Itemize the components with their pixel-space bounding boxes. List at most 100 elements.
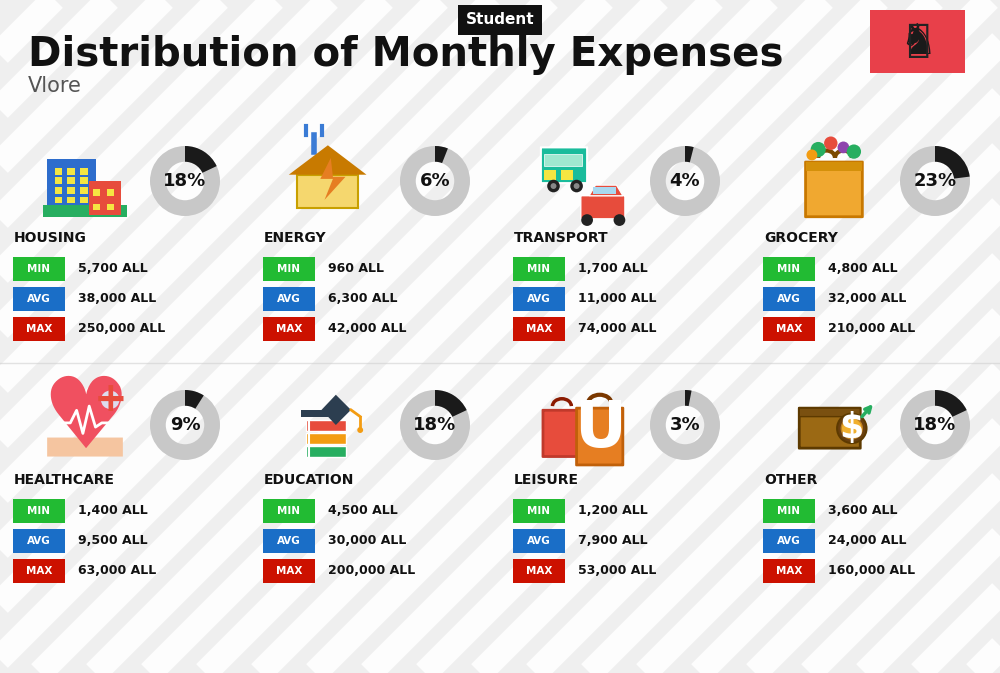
Text: 1,400 ALL: 1,400 ALL	[78, 505, 148, 518]
Text: AVG: AVG	[777, 294, 801, 304]
Text: MIN: MIN	[778, 506, 800, 516]
Text: MIN: MIN	[278, 264, 300, 274]
Text: TRANSPORT: TRANSPORT	[514, 231, 609, 245]
Text: 18%: 18%	[163, 172, 207, 190]
Text: LEISURE: LEISURE	[514, 473, 579, 487]
FancyBboxPatch shape	[93, 189, 100, 196]
FancyBboxPatch shape	[544, 153, 582, 166]
FancyBboxPatch shape	[80, 177, 88, 184]
FancyBboxPatch shape	[107, 204, 114, 211]
Circle shape	[574, 183, 580, 189]
FancyBboxPatch shape	[799, 408, 860, 448]
Circle shape	[357, 427, 363, 433]
Polygon shape	[589, 185, 623, 196]
FancyBboxPatch shape	[89, 181, 121, 215]
Text: 18%: 18%	[913, 416, 957, 434]
FancyBboxPatch shape	[80, 197, 88, 203]
FancyBboxPatch shape	[799, 408, 860, 417]
FancyBboxPatch shape	[806, 162, 862, 217]
Polygon shape	[289, 145, 366, 175]
Text: 11,000 ALL: 11,000 ALL	[578, 293, 656, 306]
Circle shape	[841, 418, 862, 439]
FancyBboxPatch shape	[301, 410, 343, 417]
FancyBboxPatch shape	[107, 189, 114, 196]
Text: $: $	[840, 411, 864, 446]
Text: 63,000 ALL: 63,000 ALL	[78, 565, 156, 577]
FancyBboxPatch shape	[67, 168, 75, 175]
FancyBboxPatch shape	[67, 197, 75, 203]
Text: ♥: ♥	[41, 372, 129, 469]
Text: 30,000 ALL: 30,000 ALL	[328, 534, 406, 548]
FancyBboxPatch shape	[763, 317, 815, 341]
FancyBboxPatch shape	[93, 204, 100, 211]
Text: 250,000 ALL: 250,000 ALL	[78, 322, 165, 336]
Text: 200,000 ALL: 200,000 ALL	[328, 565, 415, 577]
Text: 7,900 ALL: 7,900 ALL	[578, 534, 648, 548]
Text: HOUSING: HOUSING	[14, 231, 87, 245]
Circle shape	[838, 141, 849, 153]
Circle shape	[101, 390, 119, 409]
FancyBboxPatch shape	[806, 162, 862, 170]
Text: AVG: AVG	[277, 536, 301, 546]
FancyBboxPatch shape	[513, 529, 565, 553]
Polygon shape	[297, 175, 358, 209]
FancyBboxPatch shape	[263, 317, 315, 341]
Text: ENERGY: ENERGY	[264, 231, 327, 245]
FancyBboxPatch shape	[43, 205, 127, 217]
Text: U: U	[574, 398, 626, 460]
Text: MIN: MIN	[778, 264, 800, 274]
Wedge shape	[650, 146, 720, 216]
FancyBboxPatch shape	[763, 499, 815, 523]
FancyBboxPatch shape	[47, 437, 123, 456]
FancyBboxPatch shape	[55, 168, 62, 175]
FancyBboxPatch shape	[67, 177, 75, 184]
Circle shape	[570, 180, 583, 192]
Text: MIN: MIN	[528, 506, 550, 516]
Text: MAX: MAX	[776, 566, 802, 576]
FancyBboxPatch shape	[513, 317, 565, 341]
FancyBboxPatch shape	[55, 177, 62, 184]
Text: 3,600 ALL: 3,600 ALL	[828, 505, 898, 518]
FancyBboxPatch shape	[13, 559, 65, 583]
FancyBboxPatch shape	[306, 421, 346, 431]
Text: MAX: MAX	[776, 324, 802, 334]
Text: EDUCATION: EDUCATION	[264, 473, 354, 487]
Wedge shape	[435, 146, 448, 163]
FancyBboxPatch shape	[263, 499, 315, 523]
FancyBboxPatch shape	[513, 257, 565, 281]
Text: 9%: 9%	[170, 416, 200, 434]
Text: 960 ALL: 960 ALL	[328, 262, 384, 275]
Wedge shape	[685, 390, 692, 406]
Circle shape	[614, 214, 625, 226]
Text: Vlore: Vlore	[28, 76, 82, 96]
FancyBboxPatch shape	[13, 499, 65, 523]
Text: MIN: MIN	[28, 264, 50, 274]
FancyBboxPatch shape	[263, 529, 315, 553]
Text: 9,500 ALL: 9,500 ALL	[78, 534, 148, 548]
FancyBboxPatch shape	[763, 559, 815, 583]
FancyBboxPatch shape	[55, 187, 62, 194]
Circle shape	[806, 149, 817, 160]
FancyBboxPatch shape	[593, 187, 616, 194]
Wedge shape	[685, 146, 694, 162]
FancyBboxPatch shape	[581, 196, 625, 219]
Text: AVG: AVG	[777, 536, 801, 546]
Text: MAX: MAX	[526, 324, 552, 334]
Text: 18%: 18%	[413, 416, 457, 434]
FancyBboxPatch shape	[306, 433, 346, 444]
Text: AVG: AVG	[527, 536, 551, 546]
Text: 4%: 4%	[670, 172, 700, 190]
FancyBboxPatch shape	[13, 317, 65, 341]
Polygon shape	[320, 158, 346, 200]
FancyBboxPatch shape	[544, 170, 556, 180]
FancyBboxPatch shape	[763, 257, 815, 281]
FancyBboxPatch shape	[67, 187, 75, 194]
FancyBboxPatch shape	[513, 559, 565, 583]
Text: Student: Student	[466, 13, 534, 28]
Text: GROCERY: GROCERY	[764, 231, 838, 245]
Text: 4,800 ALL: 4,800 ALL	[828, 262, 898, 275]
Text: 6%: 6%	[420, 172, 450, 190]
Text: 5,700 ALL: 5,700 ALL	[78, 262, 148, 275]
Text: 6,300 ALL: 6,300 ALL	[328, 293, 398, 306]
Circle shape	[824, 137, 838, 150]
